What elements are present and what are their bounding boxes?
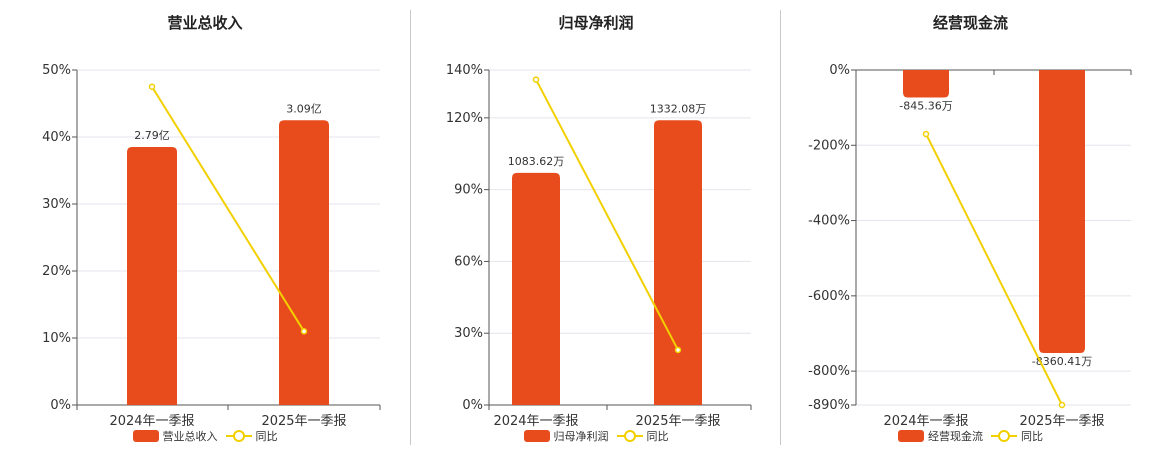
bar [1039,70,1085,354]
y-tick-label: 0% [50,398,71,413]
legend-line-icon [616,430,643,442]
legend-item-line[interactable]: 同比 [225,428,278,444]
panel-divider [410,10,411,445]
x-category-label: 2024年一季报 [493,414,578,429]
yoy-point [922,130,930,138]
bar-data-label: 1332.08万 [650,102,707,115]
chart-title: 归母净利润 [558,14,634,32]
y-tick-label: 60% [454,254,483,269]
legend-line-icon [991,430,1017,442]
x-category-label: 2025年一季报 [1019,414,1104,429]
legend: 经营现金流 同比 [781,428,1160,444]
chart-title: 营业总收入 [167,14,243,32]
yoy-point [1058,401,1066,409]
legend-bar-label: 营业总收入 [162,430,218,443]
bar-data-label: 1083.62万 [508,155,565,168]
x-category-label: 2024年一季报 [883,414,968,429]
y-tick-label: 0% [829,63,850,78]
chart-panel-revenue: 营业总收入 0% 10% 20% 30% 40% 50% 2024年一季报 2025年一季报 2… [0,0,410,450]
bar-data-label: 2.79亿 [134,129,170,142]
y-tick-label: -890% [808,398,850,413]
y-tick-label: 120% [446,111,483,126]
legend-item-line[interactable]: 同比 [991,428,1043,444]
legend-line-label: 同比 [255,430,278,443]
y-tick-label: -800% [808,364,850,379]
x-category-label: 2024年一季报 [109,414,194,429]
yoy-line [925,133,1063,406]
y-tick-label: 90% [454,183,483,198]
bar [903,70,949,98]
yoy-point [532,76,540,83]
y-tick-label: 140% [446,63,483,78]
y-tick-label: 50% [42,63,71,78]
chart-title: 经营现金流 [932,14,1008,32]
chart-panel-net-profit: 归母净利润 0% 30% 60% 90% 120% 140% 2024年一季报 2025年一季… [411,0,781,450]
legend-item-bar[interactable]: 归母净利润 [523,428,609,444]
y-tick-label: 30% [454,326,483,341]
legend-item-line[interactable]: 同比 [616,428,669,444]
yoy-point [674,346,682,354]
bar [654,120,702,405]
legend-line-icon [225,430,252,442]
legend: 归母净利润 同比 [411,428,781,444]
bar-data-label: -845.36万 [899,99,952,112]
y-tick-label: 0% [462,398,483,413]
legend-bar-swatch [898,430,924,442]
bar [279,120,329,405]
chart-svg: 0% 30% 60% 90% 120% 140% 2024年一季报 2025年一季报 1083.… [446,63,752,429]
y-tick-label: 10% [42,331,71,346]
legend-bar-swatch [132,430,159,442]
chart-svg: 0% -200% -400% -600% -800% -890% 2024年一季报 2025年… [808,63,1132,429]
legend-line-label: 同比 [646,430,669,443]
legend-bar-label: 经营现金流 [928,430,983,443]
y-tick-label: -600% [808,289,850,304]
x-category-label: 2025年一季报 [635,414,720,429]
panel-divider [780,10,781,445]
bar [127,147,177,406]
yoy-line [151,86,305,332]
y-tick-label: -200% [808,138,850,153]
chart-panel-cash-flow: 经营现金流 0% -200% -400% -600% -800% -890% 2024年一季… [781,0,1160,450]
legend-line-label: 同比 [1021,430,1043,443]
legend-item-bar[interactable]: 营业总收入 [132,428,218,444]
legend-item-bar[interactable]: 经营现金流 [898,428,983,444]
x-category-label: 2025年一季报 [261,414,346,429]
chart-svg: 0% 10% 20% 30% 40% 50% 2024年一季报 2025年一季报 2.79亿 3.… [42,63,381,429]
yoy-point [148,83,156,90]
yoy-point [300,328,308,335]
legend: 营业总收入 同比 [0,428,410,444]
y-tick-label: 20% [42,264,71,279]
y-tick-label: 40% [42,130,71,145]
bar-data-label: 3.09亿 [286,102,322,115]
legend-bar-label: 归母净利润 [553,430,609,443]
bar [512,172,560,405]
yoy-line [535,79,679,351]
y-tick-label: 30% [42,197,71,212]
bar-data-label: -8360.41万 [1032,355,1092,368]
y-tick-label: -400% [808,214,850,229]
legend-bar-swatch [523,430,550,442]
